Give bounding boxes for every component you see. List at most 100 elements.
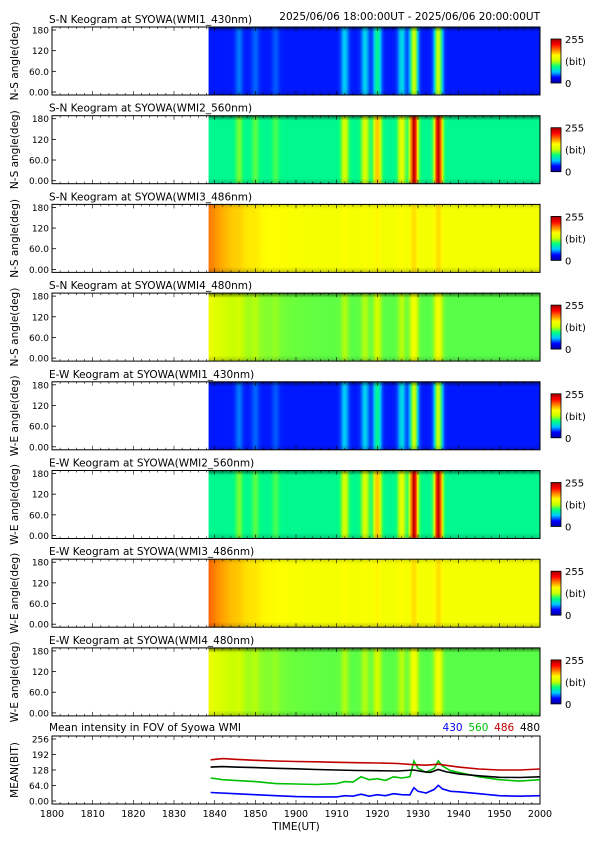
colorbar-min-label: 0 bbox=[565, 256, 571, 267]
panel-title: E-W Keogram at SYOWA(WMI1_430nm) bbox=[49, 369, 254, 381]
panel-title: E-W Keogram at SYOWA(WMI3_486nm) bbox=[49, 546, 254, 558]
panel-title: S-N Keogram at SYOWA(WMI4_480nm) bbox=[49, 280, 252, 292]
y-tick-label: 180 bbox=[32, 115, 49, 125]
y-tick-label: 60.0 bbox=[29, 334, 49, 344]
mean-y-tick-label: 256 bbox=[32, 736, 49, 746]
colorbar-min-label: 0 bbox=[565, 345, 571, 356]
keogram-shading bbox=[208, 293, 541, 362]
colorbar-min-label: 0 bbox=[565, 611, 571, 622]
mean-panel-title: Mean intensity in FOV of Syowa WMI bbox=[49, 722, 241, 734]
colorbar bbox=[550, 215, 562, 261]
y-axis-label: N-S angle(deg) bbox=[9, 110, 21, 189]
mean-y-axis-label: MEAN(BIT) bbox=[9, 742, 21, 798]
y-tick-label: 60.0 bbox=[29, 423, 49, 433]
keogram-shading bbox=[208, 470, 541, 539]
x-tick-label: 1930 bbox=[406, 809, 430, 820]
mean-intensity-panel: Mean intensity in FOV of Syowa WMI 480 486… bbox=[9, 722, 552, 833]
y-tick-label: 60.0 bbox=[29, 689, 49, 699]
mean-y-tick-label: 128 bbox=[32, 767, 49, 777]
y-tick-label: 120 bbox=[32, 225, 49, 235]
colorbar-min-label: 0 bbox=[565, 523, 571, 534]
y-axis-label: N-S angle(deg) bbox=[9, 288, 21, 367]
y-tick-label: 0.00 bbox=[29, 177, 49, 187]
y-tick-label: 60.0 bbox=[29, 511, 49, 521]
y-tick-label: 180 bbox=[32, 647, 49, 657]
colorbar-max-label: 255 bbox=[565, 301, 584, 312]
x-tick-label: 1820 bbox=[121, 809, 145, 820]
x-tick-label: 1850 bbox=[243, 809, 267, 820]
keogram-shading bbox=[208, 381, 541, 450]
mean-panel-frame bbox=[51, 735, 541, 805]
y-tick-label: 180 bbox=[32, 27, 49, 37]
colorbar-unit-label: (bit) bbox=[565, 234, 586, 245]
colorbar-min-label: 0 bbox=[565, 700, 571, 711]
colorbar-max-label: 255 bbox=[565, 212, 584, 223]
y-tick-label: 60.0 bbox=[29, 600, 49, 610]
keogram-panel: E-W Keogram at SYOWA(WMI2_560nm)180 120 60… bbox=[9, 458, 586, 545]
colorbar-unit-label: (bit) bbox=[565, 57, 586, 68]
colorbar bbox=[550, 38, 562, 84]
colorbar-unit-label: (bit) bbox=[565, 412, 586, 423]
colorbar-unit-label: (bit) bbox=[565, 678, 586, 689]
y-tick-label: 0.00 bbox=[29, 443, 49, 453]
y-tick-label: 120 bbox=[32, 47, 49, 57]
series-line-486 bbox=[210, 757, 541, 771]
series-line-560 bbox=[210, 758, 541, 786]
colorbar-max-label: 255 bbox=[565, 479, 584, 490]
y-tick-label: 120 bbox=[32, 402, 49, 412]
panel-title: E-W Keogram at SYOWA(WMI4_480nm) bbox=[49, 635, 254, 647]
colorbar-max-label: 255 bbox=[565, 656, 584, 667]
y-tick-label: 120 bbox=[32, 136, 49, 146]
colorbar-max-label: 255 bbox=[565, 390, 584, 401]
colorbar bbox=[550, 570, 562, 616]
x-tick-label: 2000 bbox=[528, 809, 552, 820]
colorbar bbox=[550, 127, 562, 173]
y-tick-label: 180 bbox=[32, 293, 49, 303]
y-tick-label: 180 bbox=[32, 204, 49, 214]
x-axis-label: TIME(UT) bbox=[271, 821, 320, 833]
colorbar bbox=[550, 393, 562, 439]
legend-entry: 560 bbox=[468, 722, 488, 734]
keogram-panel: S-N Keogram at SYOWA(WMI1_430nm)180 120 60… bbox=[9, 14, 586, 100]
colorbar bbox=[550, 304, 562, 350]
mean-y-tick-label: 64.0 bbox=[29, 782, 49, 792]
keogram-shading bbox=[208, 115, 541, 184]
x-tick-label: 1950 bbox=[487, 809, 511, 820]
keogram-panels: S-N Keogram at SYOWA(WMI1_430nm)18012060… bbox=[9, 14, 586, 722]
panel-title: S-N Keogram at SYOWA(WMI3_486nm) bbox=[49, 191, 252, 203]
y-axis-label: W-E angle(deg) bbox=[9, 375, 21, 456]
x-tick-label: 1910 bbox=[325, 809, 349, 820]
colorbar-unit-label: (bit) bbox=[565, 323, 586, 334]
colorbar-unit-label: (bit) bbox=[565, 589, 586, 600]
y-axis-label: W-E angle(deg) bbox=[9, 464, 21, 545]
y-tick-label: 60.0 bbox=[29, 157, 49, 167]
series-line-430 bbox=[210, 784, 541, 798]
y-tick-label: 180 bbox=[32, 470, 49, 480]
mean-y-tick-label: 0.00 bbox=[29, 798, 49, 808]
y-axis-label: W-E angle(deg) bbox=[9, 553, 21, 634]
panel-title: S-N Keogram at SYOWA(WMI2_560nm) bbox=[49, 103, 252, 115]
y-tick-label: 60.0 bbox=[29, 68, 49, 78]
colorbar-min-label: 0 bbox=[565, 79, 571, 90]
colorbar-max-label: 255 bbox=[565, 124, 584, 135]
y-tick-label: 0.00 bbox=[29, 266, 49, 276]
keogram-panel: E-W Keogram at SYOWA(WMI4_480nm)180 120 60… bbox=[9, 635, 586, 722]
y-tick-label: 120 bbox=[32, 668, 49, 678]
y-axis-label: W-E angle(deg) bbox=[9, 641, 21, 722]
legend-entry: 430 bbox=[443, 722, 463, 734]
x-tick-label: 1920 bbox=[365, 809, 389, 820]
keogram-shading bbox=[208, 647, 541, 716]
keogram-shading bbox=[208, 204, 541, 273]
colorbar-min-label: 0 bbox=[565, 168, 571, 179]
x-tick-label: 1800 bbox=[40, 809, 64, 820]
x-tick-label: 1810 bbox=[81, 809, 105, 820]
panel-title: E-W Keogram at SYOWA(WMI2_560nm) bbox=[49, 458, 254, 470]
y-tick-label: 60.0 bbox=[29, 245, 49, 255]
colorbar-min-label: 0 bbox=[565, 434, 571, 445]
legend-entry: 486 bbox=[494, 722, 514, 734]
y-tick-label: 0.00 bbox=[29, 532, 49, 542]
x-tick-label: 1840 bbox=[203, 809, 227, 820]
keogram-shading bbox=[208, 27, 541, 95]
colorbar-unit-label: (bit) bbox=[565, 146, 586, 157]
